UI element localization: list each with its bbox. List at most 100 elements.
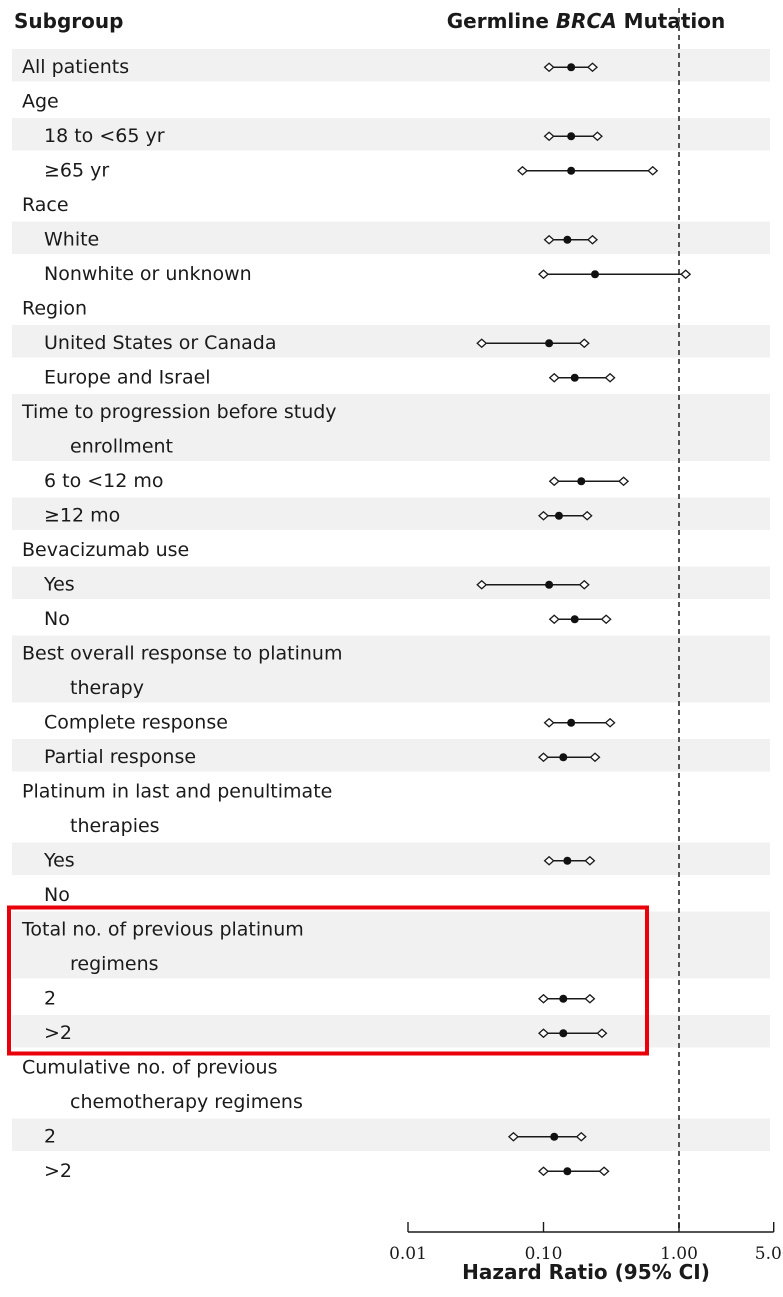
subgroup-label: regimens [70,953,159,975]
ci-endpoint [476,338,488,349]
ci-endpoint [584,993,596,1004]
ci-endpoint [543,62,555,73]
ci-endpoint [548,372,560,383]
subgroup-labels: All patients Age 18 to <65 yr ≥65 yr Race Whi… [21,56,342,1182]
hazard-ratio-point [563,856,572,865]
hazard-ratio-point [545,580,554,589]
subgroup-header: Subgroup [14,9,123,33]
subgroup-label: >2 [44,1160,72,1182]
hazard-ratio-point [567,63,576,72]
subgroup-label: Complete response [44,712,228,734]
ci-endpoint [587,234,598,245]
row-band [12,118,770,151]
ci-endpoint [543,855,555,866]
subgroup-label: Region [22,298,87,320]
subgroup-label: chemotherapy regimens [70,1091,303,1113]
hazard-ratio-point [567,718,576,727]
ci-endpoint [548,614,560,625]
row-band [12,739,770,772]
subgroup-label: Age [22,91,59,113]
hazard-ratio-point [559,1029,568,1038]
hazard-ratio-point [577,477,586,486]
ci-endpoint [578,338,590,349]
subgroup-label: Cumulative no. of previous [22,1057,277,1079]
subgroup-label: Europe and Israel [44,367,211,389]
ci-endpoint [517,165,528,176]
ci-endpoint [543,717,555,728]
x-axis-label: Hazard Ratio (95% CI) [462,1260,710,1284]
ci-endpoint [538,1028,549,1039]
subgroup-label: Bevacizumab use [22,539,189,561]
subgroup-label: Time to progression before study [21,401,337,423]
row-band [12,497,770,530]
ci-endpoint [618,476,630,487]
subgroup-label: ≥65 yr [44,160,109,182]
subgroup-label: United States or Canada [44,332,276,354]
subgroup-label: Partial response [44,746,196,768]
subgroup-label: Race [22,194,69,216]
ci-endpoint [538,993,549,1004]
subgroup-label: Yes [43,574,75,596]
ci-endpoint [538,752,549,763]
ci-endpoint [604,717,616,728]
x-tick-label: 0.10 [525,1244,563,1264]
subgroup-label: Platinum in last and penultimate [22,781,332,803]
subgroup-label: therapies [70,815,160,837]
hazard-ratio-point [559,994,568,1003]
ci-endpoint [591,131,603,142]
hazard-ratio-point [545,339,554,348]
hazard-ratio-point [563,235,572,244]
highlight-box [7,905,649,1056]
ci-endpoint [589,752,601,763]
subgroup-label: Best overall response to platinum [22,643,342,665]
x-tick-label: 5.00 [755,1244,783,1264]
row-background-layer [12,49,770,1151]
row-band [12,566,770,599]
subgroup-label: Nonwhite or unknown [44,263,252,285]
ci-endpoint [507,1131,519,1142]
row-band [12,1015,770,1048]
row-band [12,842,770,875]
subgroup-label: enrollment [70,436,173,458]
subgroup-label: No [44,884,70,906]
subgroup-label: No [44,608,70,630]
hazard-ratio-point [570,373,579,382]
hazard-ratio-point [567,166,576,175]
hazard-ratio-point [550,1132,559,1141]
x-axis: 0.01 0.10 1.00 5.00 [389,1222,783,1264]
hazard-ratio-point [567,132,576,141]
estimate-marks [476,62,692,1177]
row-band [12,49,770,82]
ci-endpoint [598,1166,610,1177]
subgroup-label: 2 [44,988,56,1010]
subgroup-label: 6 to <12 mo [44,470,164,492]
hazard-ratio-point [559,753,568,762]
ci-endpoint [538,510,549,521]
subgroup-label: 18 to <65 yr [44,125,165,147]
row-band [12,1118,770,1151]
ci-endpoint [680,269,692,280]
subgroup-label: Yes [43,850,75,872]
subgroup-label: >2 [44,1022,72,1044]
ci-endpoint [647,165,659,176]
ci-endpoint [587,62,598,73]
subgroup-label: All patients [22,56,129,78]
row-band [12,325,770,358]
hazard-ratio-point [570,615,579,624]
row-band [12,635,770,703]
ci-endpoint [538,1166,549,1177]
ci-endpoint [581,510,593,521]
ci-endpoint [543,234,555,245]
ci-endpoint [476,579,488,590]
ci-endpoint [596,1028,608,1039]
ci-endpoint [543,131,555,142]
hazard-ratio-point [591,270,600,279]
x-tick-label: 1.00 [660,1244,698,1264]
subgroup-label: White [44,229,99,251]
ci-endpoint [584,855,596,866]
ci-endpoint [578,579,590,590]
ci-endpoint [575,1131,587,1142]
x-tick-label: 0.01 [389,1244,427,1264]
ci-endpoint [604,372,616,383]
